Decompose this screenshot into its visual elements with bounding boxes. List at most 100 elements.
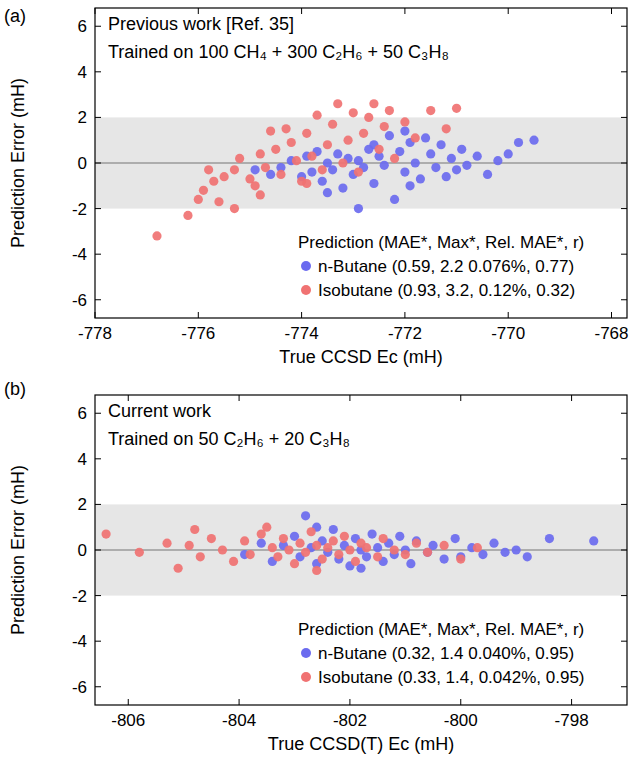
- point: [390, 545, 399, 554]
- point: [369, 179, 378, 188]
- point: [395, 532, 404, 541]
- point: [442, 124, 451, 133]
- point: [251, 165, 260, 174]
- point: [312, 566, 321, 575]
- point: [493, 156, 502, 165]
- point: [369, 99, 378, 108]
- frame: [95, 8, 627, 318]
- point: [367, 529, 376, 538]
- point: [323, 188, 332, 197]
- x-tick: [301, 8, 302, 14]
- panel: -6-4-20246-806-804-802-800-798True CCSD(…: [4, 379, 627, 754]
- point: [220, 172, 229, 181]
- y-tick-label: 0: [78, 541, 87, 560]
- point: [204, 165, 213, 174]
- point: [349, 108, 358, 117]
- y-tick: [95, 458, 101, 459]
- point: [185, 541, 194, 550]
- point: [385, 106, 394, 115]
- point: [334, 550, 343, 559]
- y-tick-label: 6: [78, 17, 87, 36]
- point: [328, 120, 337, 129]
- point: [351, 557, 360, 566]
- x-tick-label: -802: [333, 711, 367, 730]
- point: [229, 557, 238, 566]
- y-tick-label: 0: [78, 154, 87, 173]
- point: [406, 559, 415, 568]
- y-tick: [95, 550, 101, 551]
- legend-entry: Isobutane (0.33, 1.4, 0.042%, 0.95): [318, 668, 585, 687]
- legend-entry: n-Butane (0.59, 2.2 0.076%, 0.77): [318, 257, 574, 276]
- point: [101, 529, 110, 538]
- x-tick: [349, 395, 350, 401]
- point: [302, 179, 311, 188]
- y-tick-label: 2: [78, 495, 87, 514]
- point: [279, 534, 288, 543]
- plot-area: [95, 504, 627, 595]
- point: [268, 543, 277, 552]
- point: [282, 124, 291, 133]
- y-tick-label: -6: [72, 291, 87, 310]
- y-tick: [621, 26, 627, 27]
- panel-subtitle: Trained on 100 CH₄ + 300 C₂H₆ + 50 C₃H₈: [108, 42, 449, 62]
- point: [214, 197, 223, 206]
- point: [354, 204, 363, 213]
- point: [256, 190, 265, 199]
- point: [457, 145, 466, 154]
- point: [338, 158, 347, 167]
- point: [240, 536, 249, 545]
- point: [380, 122, 389, 131]
- y-tick: [95, 117, 101, 118]
- x-tick: [460, 699, 461, 705]
- y-tick: [95, 26, 101, 27]
- point: [473, 543, 482, 552]
- point: [364, 113, 373, 122]
- point: [307, 527, 316, 536]
- point: [318, 177, 327, 186]
- point: [318, 555, 327, 564]
- point: [545, 534, 554, 543]
- point: [359, 129, 368, 138]
- point: [323, 140, 332, 149]
- point: [400, 168, 409, 177]
- y-tick: [95, 163, 101, 164]
- point: [266, 126, 275, 135]
- point: [401, 550, 410, 559]
- x-tick-label: -778: [78, 324, 112, 343]
- legend: Prediction (MAE*, Max*, Rel. MAE*, r) n-B…: [298, 620, 585, 687]
- point: [423, 548, 432, 557]
- y-tick: [621, 550, 627, 551]
- point: [514, 138, 523, 147]
- point: [373, 552, 382, 561]
- plot-area: [95, 99, 627, 240]
- point: [329, 525, 338, 534]
- point: [235, 154, 244, 163]
- legend-title: Prediction (MAE*, Max*, Rel. MAE*, r): [298, 620, 584, 639]
- x-tick-label: -798: [555, 711, 589, 730]
- y-tick: [95, 595, 101, 596]
- y-tick: [621, 117, 627, 118]
- point: [307, 152, 316, 161]
- point: [301, 511, 310, 520]
- point: [343, 136, 352, 145]
- point: [345, 545, 354, 554]
- x-tick: [95, 312, 96, 318]
- point: [329, 536, 338, 545]
- point: [452, 104, 461, 113]
- y-tick-label: -4: [72, 632, 87, 651]
- legend-entry: Isobutane (0.93, 3.2, 0.12%, 0.32): [318, 281, 575, 300]
- panel-label: (b): [4, 379, 26, 399]
- panel-label: (a): [4, 6, 26, 26]
- x-tick-label: -806: [111, 711, 145, 730]
- y-tick: [95, 686, 101, 687]
- point: [230, 165, 239, 174]
- y-tick: [621, 163, 627, 164]
- point: [504, 149, 513, 158]
- y-tick: [621, 254, 627, 255]
- point: [412, 539, 421, 548]
- legend-entry: n-Butane (0.32, 1.4 0.040%, 0.95): [318, 644, 574, 663]
- legend-marker: [301, 285, 311, 295]
- point: [411, 133, 420, 142]
- point: [426, 106, 435, 115]
- x-tick-label: -776: [181, 324, 215, 343]
